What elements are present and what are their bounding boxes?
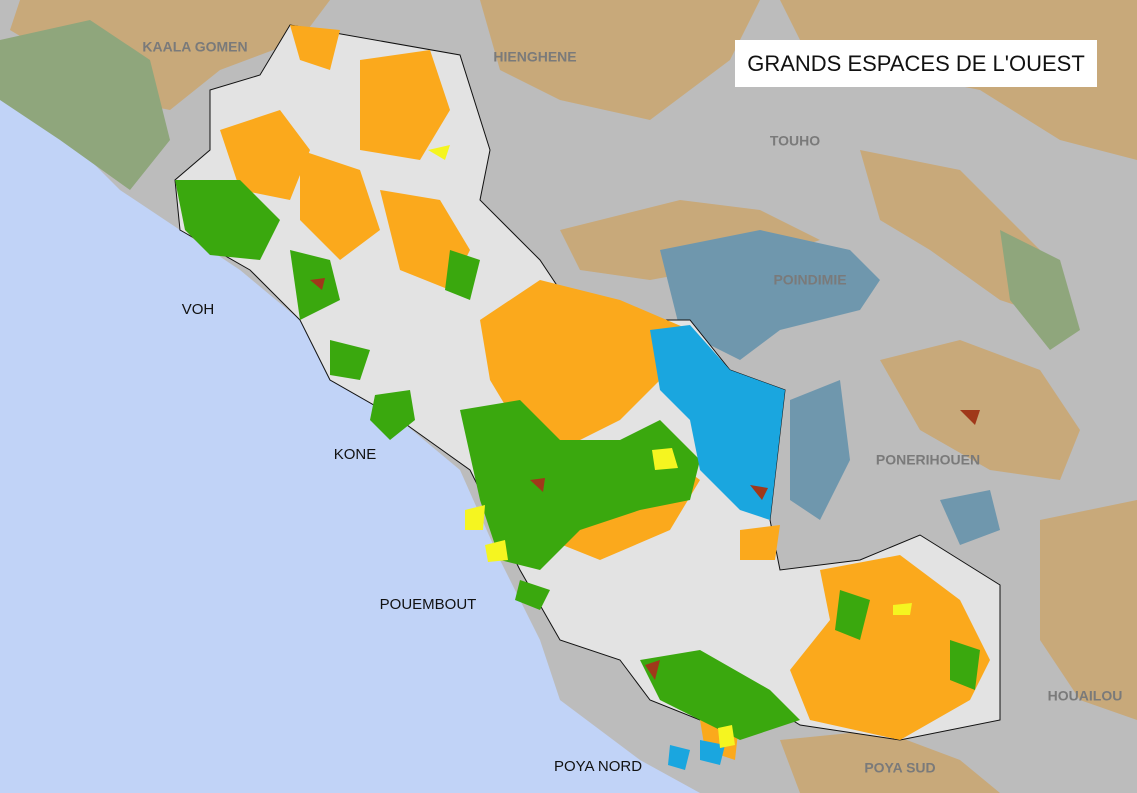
commune-label: KONE [334, 446, 377, 463]
blue-zones [650, 325, 785, 770]
brown-zones [310, 278, 980, 680]
commune-label: HOUAILOU [1048, 688, 1123, 704]
commune-label: PONERIHOUEN [876, 452, 980, 468]
green-zones [175, 180, 980, 740]
commune-label: KAALA GOMEN [142, 39, 247, 55]
commune-label: HIENGHENE [493, 49, 576, 65]
title-box [735, 40, 1097, 87]
map-title: GRANDS ESPACES DE L'OUEST [747, 51, 1085, 76]
commune-label: TOUHO [770, 133, 820, 149]
commune-label: POYA SUD [864, 760, 935, 776]
yellow-zones [428, 145, 912, 748]
commune-label: POYA NORD [554, 758, 642, 775]
commune-label: POUEMBOUT [380, 596, 477, 613]
commune-label: POINDIMIE [773, 272, 846, 288]
commune-label: VOH [182, 301, 215, 318]
